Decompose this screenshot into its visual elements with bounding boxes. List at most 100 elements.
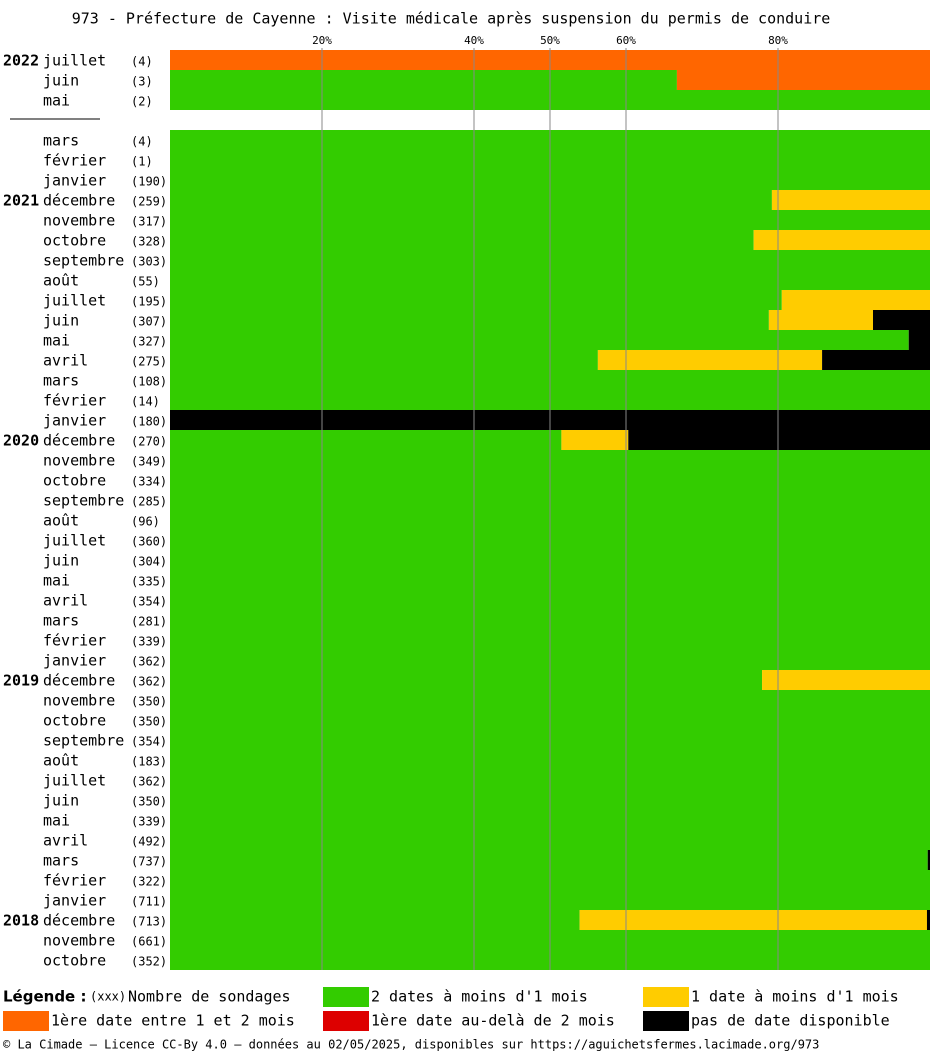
legend-title: Légende : bbox=[3, 988, 86, 1006]
month-label: juillet bbox=[43, 292, 106, 310]
bar-segment bbox=[170, 430, 562, 450]
footer: © La Cimade — Licence CC-By 4.0 — donnée… bbox=[3, 1038, 819, 1052]
month-label: décembre bbox=[43, 192, 115, 210]
count-label: (108) bbox=[131, 375, 167, 389]
month-label: septembre bbox=[43, 732, 124, 750]
count-label: (55) bbox=[131, 275, 160, 289]
count-label: (354) bbox=[131, 595, 167, 609]
x-tick-label: 60% bbox=[616, 34, 636, 47]
chart-title: 973 - Préfecture de Cayenne : Visite méd… bbox=[72, 10, 831, 28]
legend-swatch bbox=[643, 1011, 689, 1031]
x-tick-label: 80% bbox=[768, 34, 788, 47]
month-label: novembre bbox=[43, 692, 115, 710]
legend-label: 1ère date entre 1 et 2 mois bbox=[51, 1012, 295, 1030]
count-label: (737) bbox=[131, 855, 167, 869]
count-label: (180) bbox=[131, 415, 167, 429]
month-label: novembre bbox=[43, 452, 115, 470]
count-label: (352) bbox=[131, 955, 167, 969]
bar-segment bbox=[926, 910, 930, 930]
month-label: octobre bbox=[43, 952, 106, 970]
count-label: (275) bbox=[131, 355, 167, 369]
bar-segment bbox=[873, 310, 930, 330]
count-label: (339) bbox=[131, 815, 167, 829]
month-label: juin bbox=[43, 312, 79, 330]
count-label: (190) bbox=[131, 175, 167, 189]
month-label: mai bbox=[43, 332, 70, 350]
month-label: août bbox=[43, 752, 79, 770]
month-label: avril bbox=[43, 352, 88, 370]
month-label: octobre bbox=[43, 712, 106, 730]
legend-swatch bbox=[323, 1011, 369, 1031]
count-label: (711) bbox=[131, 895, 167, 909]
count-label: (304) bbox=[131, 555, 167, 569]
count-label: (350) bbox=[131, 715, 167, 729]
bar-segment bbox=[771, 190, 930, 210]
count-label: (328) bbox=[131, 235, 167, 249]
month-label: janvier bbox=[43, 172, 106, 190]
month-label: février bbox=[43, 392, 106, 410]
month-label: mars bbox=[43, 372, 79, 390]
year-label: 2021 bbox=[3, 192, 39, 210]
legend-swatch bbox=[323, 987, 369, 1007]
month-label: juin bbox=[43, 792, 79, 810]
month-label: novembre bbox=[43, 212, 115, 230]
count-label: (285) bbox=[131, 495, 167, 509]
month-label: décembre bbox=[43, 672, 115, 690]
count-label: (14) bbox=[131, 395, 160, 409]
bar-segment bbox=[597, 350, 823, 370]
count-label: (195) bbox=[131, 295, 167, 309]
month-label: août bbox=[43, 272, 79, 290]
x-tick-label: 20% bbox=[312, 34, 332, 47]
count-label: (2) bbox=[131, 95, 153, 109]
month-label: octobre bbox=[43, 232, 106, 250]
count-label: (339) bbox=[131, 635, 167, 649]
month-label: décembre bbox=[43, 432, 115, 450]
count-label: (281) bbox=[131, 615, 167, 629]
legend-count-sample: (xxx) bbox=[90, 990, 126, 1004]
month-label: mai bbox=[43, 92, 70, 110]
bar-segment bbox=[170, 230, 754, 250]
legend-label: 1 date à moins d'1 mois bbox=[691, 988, 899, 1006]
count-label: (354) bbox=[131, 735, 167, 749]
count-label: (362) bbox=[131, 675, 167, 689]
count-label: (661) bbox=[131, 935, 167, 949]
count-label: (492) bbox=[131, 835, 167, 849]
month-label: mars bbox=[43, 852, 79, 870]
count-label: (259) bbox=[131, 195, 167, 209]
count-label: (1) bbox=[131, 155, 153, 169]
count-label: (322) bbox=[131, 875, 167, 889]
count-label: (362) bbox=[131, 775, 167, 789]
bar-segment bbox=[170, 310, 769, 330]
bar-segment bbox=[170, 290, 782, 310]
month-label: mars bbox=[43, 612, 79, 630]
month-label: juillet bbox=[43, 52, 106, 70]
bar-segment bbox=[170, 350, 598, 370]
month-label: février bbox=[43, 152, 106, 170]
bar-segment bbox=[762, 670, 930, 690]
count-label: (183) bbox=[131, 755, 167, 769]
legend-count-text: Nombre de sondages bbox=[128, 988, 291, 1006]
month-label: février bbox=[43, 632, 106, 650]
bar-segment bbox=[822, 350, 930, 370]
year-label: 2020 bbox=[3, 432, 39, 450]
month-label: avril bbox=[43, 832, 88, 850]
count-label: (307) bbox=[131, 315, 167, 329]
x-tick-label: 40% bbox=[464, 34, 484, 47]
count-label: (327) bbox=[131, 335, 167, 349]
count-label: (349) bbox=[131, 455, 167, 469]
x-tick-label: 50% bbox=[540, 34, 560, 47]
month-label: novembre bbox=[43, 932, 115, 950]
count-label: (4) bbox=[131, 55, 153, 69]
bar-segment bbox=[908, 330, 930, 350]
month-label: décembre bbox=[43, 912, 115, 930]
count-label: (317) bbox=[131, 215, 167, 229]
legend-label: pas de date disponible bbox=[691, 1012, 890, 1030]
year-label: 2022 bbox=[3, 52, 39, 70]
bar-segment bbox=[768, 310, 873, 330]
count-label: (350) bbox=[131, 795, 167, 809]
count-label: (350) bbox=[131, 695, 167, 709]
month-label: mars bbox=[43, 132, 79, 150]
month-label: avril bbox=[43, 592, 88, 610]
bar-segment bbox=[170, 190, 772, 210]
